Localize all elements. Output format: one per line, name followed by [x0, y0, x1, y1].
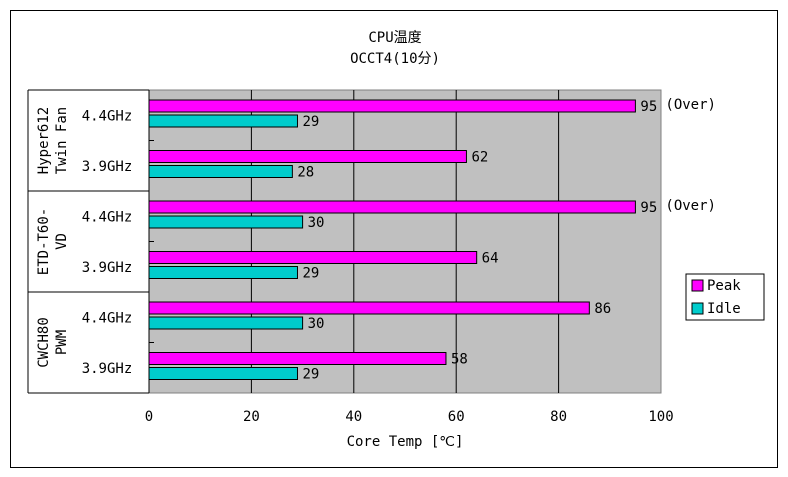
category-label: 4.4GHz — [82, 209, 133, 225]
group-label-line: Twin Fan — [54, 107, 70, 174]
x-tick-label: 20 — [243, 409, 260, 425]
x-tick-label: 80 — [550, 409, 567, 425]
bar-idle — [148, 266, 298, 279]
legend-swatch-peak — [691, 279, 704, 292]
chart-subtitle: OCCT4(10分) — [350, 51, 440, 67]
plot-area — [148, 89, 662, 394]
group-label-line: ETD-T60- — [36, 208, 52, 275]
legend: Peak Idle — [685, 273, 765, 321]
category-label: 3.9GHz — [82, 159, 133, 175]
x-axis-label: Core Temp [℃] — [347, 434, 464, 450]
bar-peak — [148, 150, 467, 163]
bar-value-label: 95 — [640, 200, 657, 216]
legend-label-peak: Peak — [707, 278, 741, 294]
bar-value-label: 62 — [471, 150, 488, 166]
x-tick-label: 0 — [145, 409, 153, 425]
x-axis: 0 20 40 60 80 100 — [145, 409, 674, 425]
bar-value-label: 30 — [308, 215, 325, 231]
bar-idle — [148, 367, 298, 380]
bar-value-label: 64 — [482, 251, 499, 267]
bar-value-label: 58 — [451, 352, 468, 368]
bar-idle — [148, 215, 304, 229]
group-label-line: CWCH80 — [36, 317, 52, 368]
group-label: Hyper612 Twin Fan — [36, 107, 70, 174]
legend-label-idle: Idle — [707, 301, 741, 317]
category-label: 3.9GHz — [82, 260, 133, 276]
legend-swatch-idle — [691, 302, 704, 315]
bar-idle — [148, 114, 298, 128]
bar-peak — [148, 352, 447, 365]
bar-peak — [148, 251, 478, 264]
group-label: CWCH80 PWM — [36, 317, 70, 368]
group-label-line: VD — [54, 233, 70, 250]
group-label-line: Hyper612 — [36, 107, 52, 174]
bar-peak — [148, 200, 636, 214]
group-label: ETD-T60- VD — [36, 208, 70, 275]
bar-value-label: 30 — [308, 316, 325, 332]
bar-peak — [148, 99, 636, 113]
bars: 95 29 (Over) 62 28 95 30 (Over) 64 29 86 30 58 29 — [148, 97, 716, 383]
grid-lines — [250, 90, 560, 393]
chart-frame — [10, 10, 778, 468]
x-tick-label: 60 — [448, 409, 465, 425]
chart-title: CPU温度 — [368, 30, 421, 46]
bar-value-label: 29 — [302, 367, 319, 383]
bar-value-label: 95 — [640, 99, 657, 115]
category-label: 4.4GHz — [82, 108, 133, 124]
bar-idle — [148, 165, 293, 178]
category-label: 4.4GHz — [82, 310, 133, 326]
x-tick-label: 40 — [345, 409, 362, 425]
bar-value-label: 86 — [594, 301, 611, 317]
annotation-over: (Over) — [665, 97, 716, 113]
annotation-over: (Over) — [665, 198, 716, 214]
y-axis-categories: Hyper612 Twin Fan 4.4GHz 3.9GHz ETD-T60- VD 4.… — [27, 89, 154, 394]
bar-value-label: 29 — [302, 266, 319, 282]
bar-value-label: 29 — [302, 114, 319, 130]
bar-value-label: 28 — [297, 165, 314, 181]
bar-peak — [148, 301, 590, 315]
category-label: 3.9GHz — [82, 361, 133, 377]
x-tick-label: 100 — [648, 409, 673, 425]
bar-idle — [148, 316, 304, 330]
group-label-line: PWM — [54, 330, 70, 355]
